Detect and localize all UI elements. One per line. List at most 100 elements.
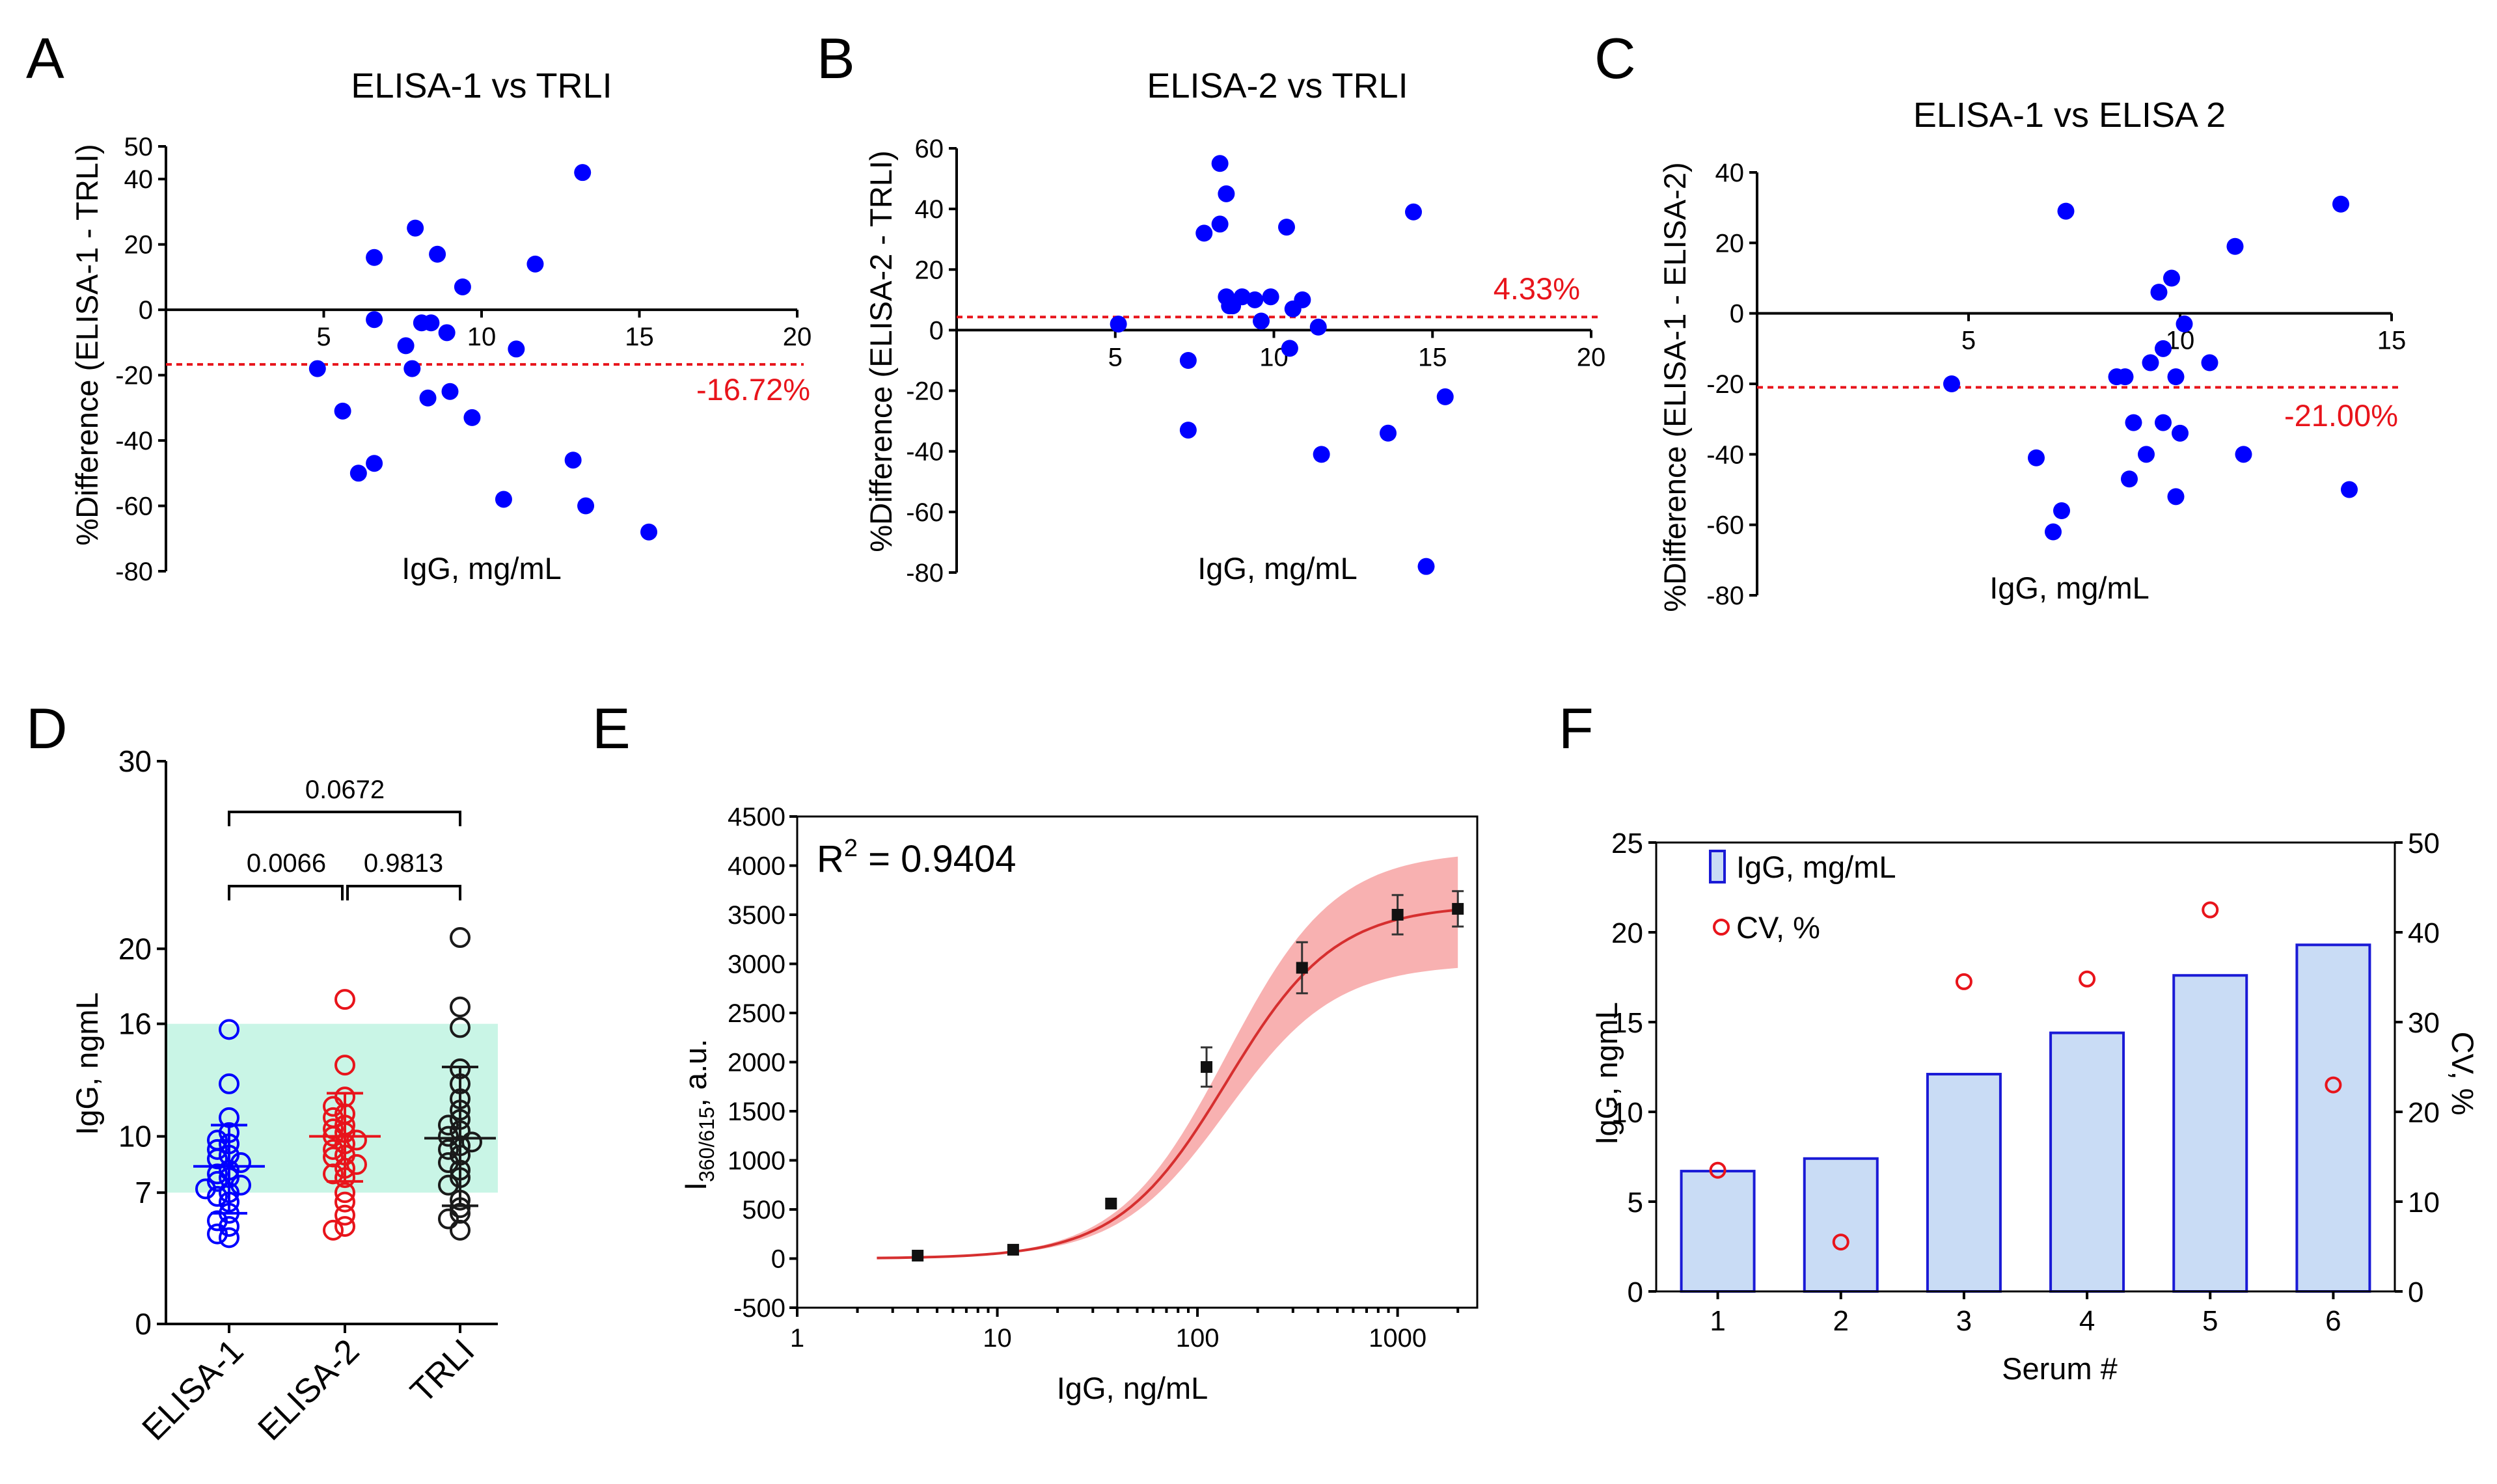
data-point — [1218, 185, 1235, 202]
data-point — [461, 1131, 482, 1153]
data-point — [1007, 1243, 1019, 1256]
y-tick-label: 4500 — [728, 803, 785, 831]
data-point — [450, 1017, 471, 1038]
data-point — [2150, 284, 2168, 301]
data-point — [2155, 414, 2172, 431]
bar — [1803, 1157, 1879, 1293]
bar — [1680, 1170, 1756, 1293]
y-tick-label: -80 — [1706, 582, 1744, 610]
data-point — [2341, 481, 2358, 498]
plot-frame — [1655, 841, 2396, 1293]
panel-e-fit-band — [877, 856, 1458, 1260]
x-tick-label: ELISA-1 — [135, 1332, 251, 1448]
r-squared-letter: R — [817, 838, 844, 880]
cv-point — [2202, 901, 2219, 919]
data-point — [1253, 312, 1270, 330]
data-point — [438, 1174, 459, 1196]
data-point — [346, 1153, 367, 1175]
panel-a-xlabel: IgG, mg/mL — [402, 551, 562, 586]
panel-a-ylabel: %Difference (ELISA-1 - TRLI) — [70, 144, 104, 545]
y-tick-label: 2000 — [728, 1049, 785, 1077]
data-point — [429, 245, 446, 263]
y-tick-label: 7 — [135, 1176, 152, 1209]
data-point — [454, 278, 471, 295]
y-tick-label: 50 — [124, 133, 154, 161]
data-point — [1452, 902, 1464, 915]
x-tick-label: 5 — [316, 323, 331, 351]
panel-c-points — [1943, 195, 2358, 541]
data-point — [1110, 316, 1127, 333]
y-tick-label: -500 — [733, 1294, 785, 1323]
panel-d-ylabel: IgG, ngmL — [70, 992, 104, 1135]
x-tick-label: 10 — [467, 323, 497, 351]
y-tick-label: 25 — [1611, 828, 1643, 859]
panel-letter-f: F — [1559, 696, 1594, 761]
data-point — [1309, 318, 1327, 336]
fit-curve — [877, 908, 1458, 1260]
y-tick-label: 10 — [1611, 1097, 1643, 1129]
panel-d: D IgG, ngmL 0 7 10 16 20 30 ELISA-1 ELISA-2 TRLI… — [26, 696, 498, 1448]
y-tick-label: 3000 — [728, 951, 785, 979]
x-tick-label: 15 — [1418, 343, 1447, 371]
panel-c-xlabel: IgG, mg/mL — [1989, 571, 2149, 605]
bar — [2049, 1031, 2125, 1293]
data-point — [438, 1139, 459, 1160]
legend-bar-label: IgG, mg/mL — [1736, 850, 1896, 884]
bracket-23 — [346, 885, 461, 900]
data-point — [407, 219, 424, 237]
data-point — [346, 1129, 367, 1151]
x-tick-label: 5 — [1961, 327, 1976, 355]
data-point — [207, 1139, 228, 1160]
y-tick-label: 0 — [771, 1245, 785, 1274]
data-point — [334, 1191, 355, 1213]
panel-letter-d: D — [26, 696, 68, 761]
panel-b-ylabel: %Difference (ELISA-2 - TRLI) — [864, 150, 898, 552]
r-squared-value: = 0.9404 — [858, 838, 1017, 880]
data-point — [2155, 340, 2172, 357]
data-point — [323, 1139, 344, 1160]
x-tick-label: 100 — [1176, 1324, 1220, 1353]
x-tick-label: 4 — [2079, 1305, 2095, 1337]
y-tick-label: 5 — [1628, 1187, 1643, 1219]
y-tick-label: -60 — [115, 492, 153, 521]
panel-f-bars — [1680, 943, 2371, 1293]
y-tick-label: 16 — [118, 1007, 152, 1041]
x-tick-label: 10 — [983, 1324, 1012, 1353]
data-point — [1211, 215, 1229, 233]
panel-e-points — [912, 890, 1464, 1261]
y-tick-label: -20 — [906, 377, 944, 406]
panel-f-legend: IgG, mg/mL CV, % — [1709, 850, 1896, 945]
data-point — [419, 389, 437, 407]
x-tick-label: TRLI — [403, 1332, 482, 1410]
data-point — [495, 491, 512, 508]
panel-c-ylabel: %Difference (ELISA-1 - ELISA-2) — [1658, 162, 1692, 612]
bracket-13 — [228, 811, 461, 826]
x-tick-label: 5 — [2202, 1305, 2218, 1337]
cv-point — [2079, 970, 2096, 988]
y-tick-label: 1500 — [728, 1098, 785, 1126]
data-point — [1943, 375, 1960, 392]
data-point — [2176, 315, 2193, 332]
data-point — [450, 927, 471, 949]
r-squared: R2 = 0.9404 — [817, 835, 1017, 880]
x-tick-label: 15 — [2377, 327, 2407, 355]
data-point — [441, 383, 459, 400]
x-tick-label: 20 — [1577, 343, 1606, 371]
r-squared-sup: 2 — [844, 835, 858, 862]
y-tick-label: 500 — [742, 1196, 785, 1224]
data-point — [1233, 288, 1251, 306]
panel-f-points — [1709, 901, 2342, 1251]
data-point — [334, 1055, 355, 1076]
y-tick-label: -60 — [1706, 511, 1744, 540]
data-point — [1201, 1061, 1213, 1073]
data-point — [1179, 352, 1197, 369]
y-tick-label: 40 — [124, 165, 154, 194]
panel-letter-c: C — [1594, 26, 1636, 90]
p-value-13: 0.0672 — [305, 776, 385, 804]
y-tick-label: 30 — [118, 744, 152, 778]
y-tick-label: 20 — [124, 231, 154, 260]
data-point — [334, 1182, 355, 1204]
confidence-band — [877, 856, 1458, 1258]
data-point — [2142, 354, 2159, 371]
